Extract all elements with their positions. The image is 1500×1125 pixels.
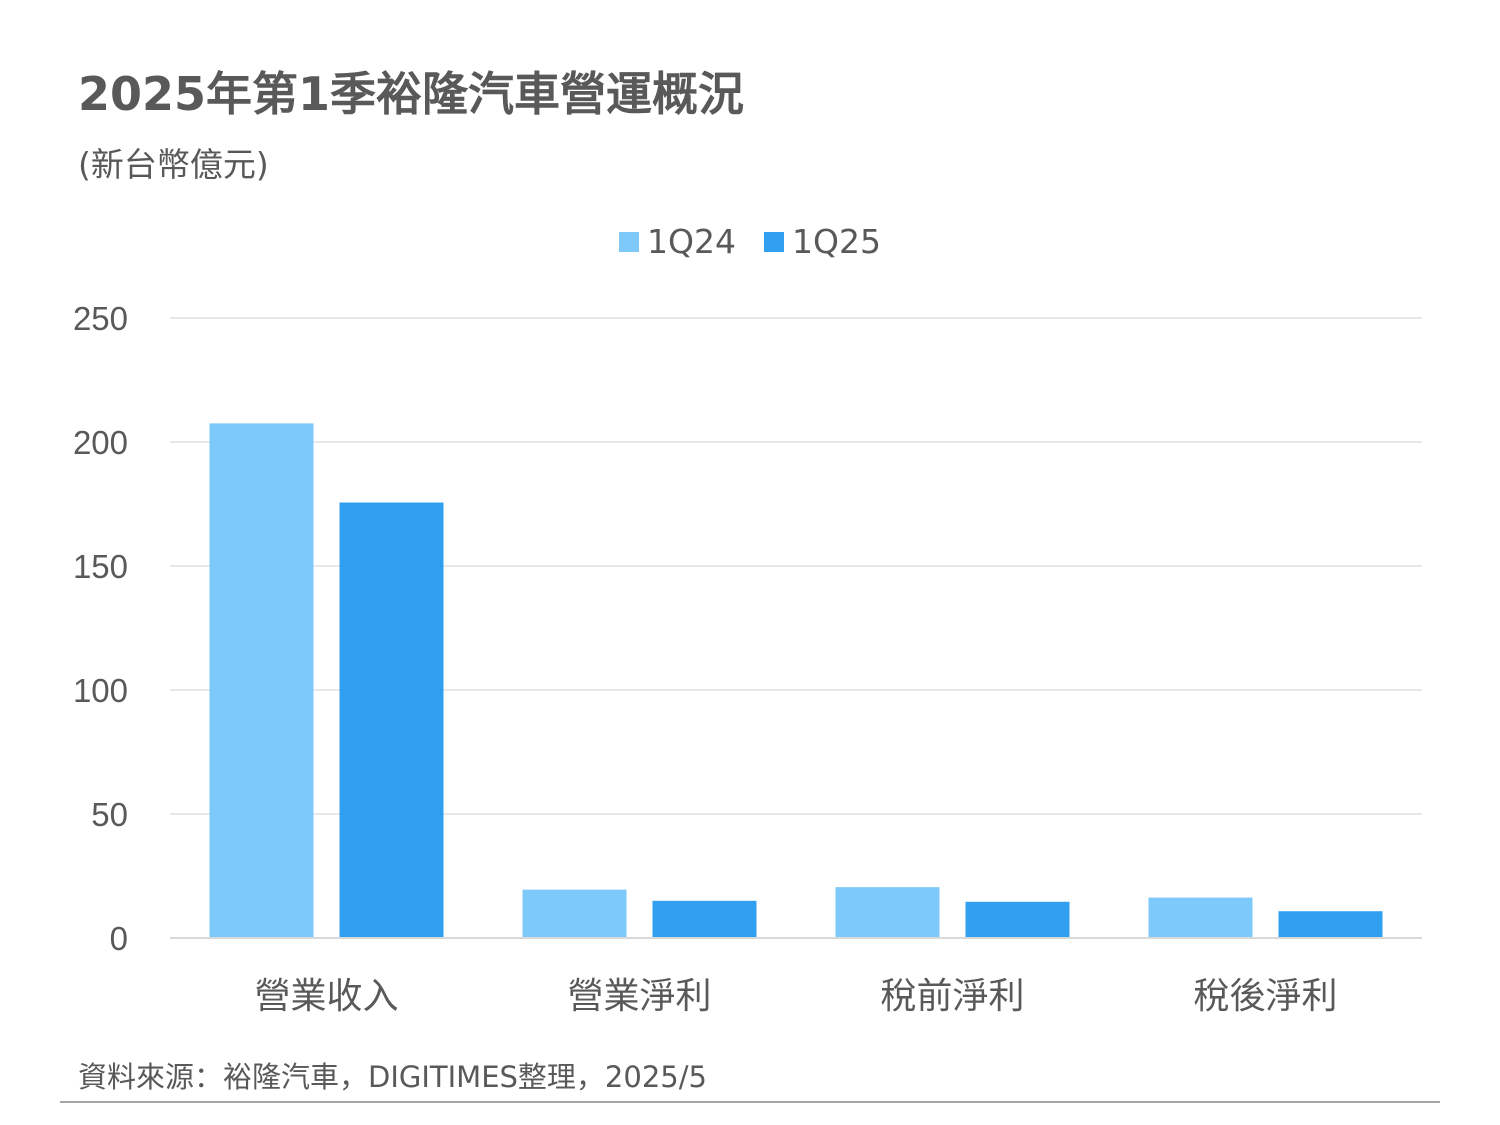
chart-title: 2025年第1季裕隆汽車營運概況 <box>78 67 745 121</box>
footer-divider <box>60 1101 1440 1103</box>
unit-subtitle: (新台幣億元) <box>78 145 269 184</box>
y-tick-label: 0 <box>110 920 128 957</box>
bar-chart: 0 50 100 150 200 250 營業收入 營業淨利 稅前淨利 稅後淨利 <box>73 300 1422 1017</box>
legend-swatch-1q25 <box>764 231 784 252</box>
y-tick-label: 50 <box>91 796 128 833</box>
y-tick-label: 100 <box>73 672 128 709</box>
legend-swatch-1q24 <box>619 231 640 252</box>
legend-label-1q24: 1Q24 <box>647 222 736 261</box>
y-tick-label: 150 <box>73 548 128 585</box>
y-tick-label: 250 <box>73 300 128 337</box>
bar-1q25-3 <box>1278 911 1383 938</box>
bar-1q25-2 <box>965 901 1070 938</box>
source-note: 資料來源：裕隆汽車，DIGITIMES整理，2025/5 <box>78 1060 707 1094</box>
bar-1q25-1 <box>652 900 757 938</box>
x-tick-label: 稅後淨利 <box>1193 976 1337 1017</box>
bar-1q24-3 <box>1148 897 1253 938</box>
legend: 1Q24 1Q25 <box>0 222 1500 261</box>
x-axis-ticks: 營業收入 營業淨利 稅前淨利 稅後淨利 <box>254 976 1337 1017</box>
y-tick-label: 200 <box>73 424 128 461</box>
bars <box>209 423 1383 938</box>
legend-item-1q25: 1Q25 <box>764 222 881 261</box>
x-tick-label: 營業收入 <box>254 976 398 1017</box>
bar-1q24-0 <box>209 423 314 938</box>
bar-1q25-0 <box>339 502 444 938</box>
bar-1q24-2 <box>835 887 940 938</box>
bar-1q24-1 <box>522 889 627 938</box>
x-tick-label: 稅前淨利 <box>880 976 1024 1017</box>
legend-label-1q25: 1Q25 <box>792 222 881 261</box>
x-tick-label: 營業淨利 <box>567 976 711 1017</box>
y-axis-ticks: 0 50 100 150 200 250 <box>73 300 128 957</box>
legend-item-1q24: 1Q24 <box>619 222 736 261</box>
